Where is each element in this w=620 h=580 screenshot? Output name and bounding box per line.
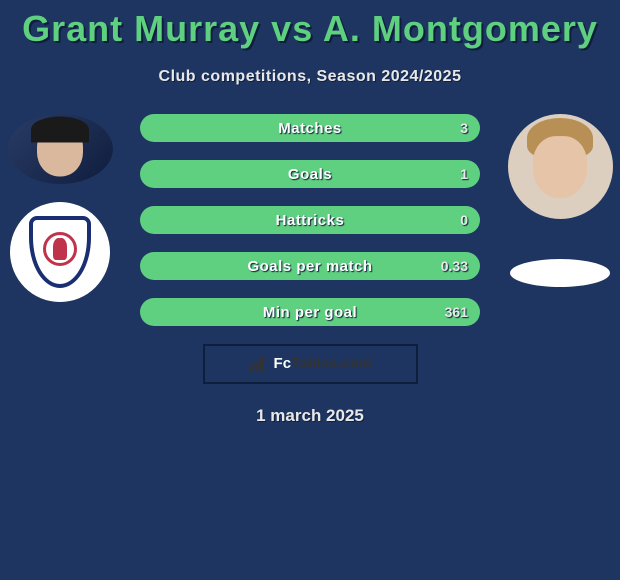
- player-left-club-crest: [10, 202, 110, 302]
- stat-bar-goals-per-match: Goals per match 0.33: [140, 252, 480, 280]
- stat-value: 361: [445, 304, 468, 320]
- stat-value: 1: [460, 166, 468, 182]
- comparison-content: Matches 3 Goals 1 Hattricks 0 Goals per …: [0, 114, 620, 326]
- stat-bar-matches: Matches 3: [140, 114, 480, 142]
- logo-text: FcTables.com: [274, 355, 373, 373]
- stat-value: 0.33: [441, 258, 468, 274]
- comparison-date: 1 march 2025: [0, 406, 620, 426]
- stat-label: Min per goal: [263, 304, 357, 321]
- stat-bar-hattricks: Hattricks 0: [140, 206, 480, 234]
- stat-bar-goals: Goals 1: [140, 160, 480, 188]
- player-left-avatar: [8, 114, 113, 184]
- stat-bar-min-per-goal: Min per goal 361: [140, 298, 480, 326]
- stat-label: Hattricks: [276, 212, 345, 229]
- player-right-avatar: [508, 114, 613, 219]
- fctables-logo: FcTables.com: [203, 344, 418, 384]
- player-right-club-crest: [510, 259, 610, 287]
- stat-label: Goals: [288, 166, 332, 183]
- subtitle: Club competitions, Season 2024/2025: [0, 68, 620, 86]
- page-title: Grant Murray vs A. Montgomery: [0, 0, 620, 50]
- stat-label: Matches: [278, 120, 342, 137]
- stat-value: 0: [460, 212, 468, 228]
- stat-label: Goals per match: [247, 258, 372, 275]
- player-left-column: [0, 114, 120, 302]
- stat-value: 3: [460, 120, 468, 136]
- bar-chart-icon: [248, 355, 270, 373]
- player-right-column: [500, 114, 620, 287]
- stat-bars: Matches 3 Goals 1 Hattricks 0 Goals per …: [140, 114, 480, 326]
